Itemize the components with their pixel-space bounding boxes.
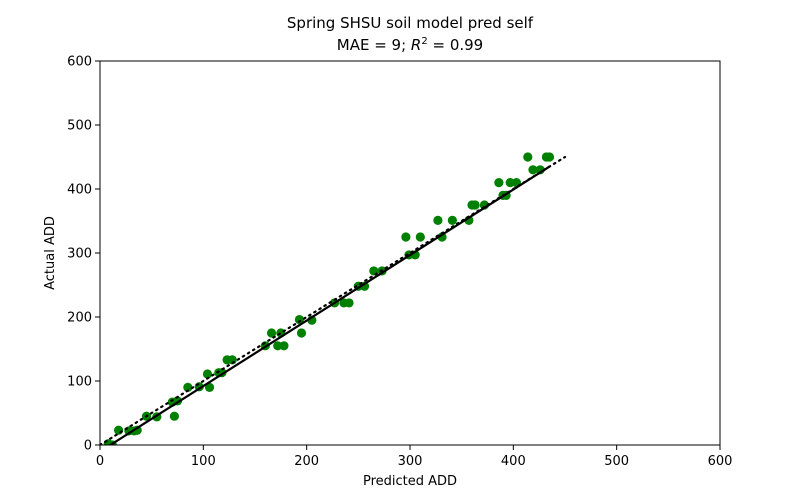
data-point	[433, 215, 443, 225]
x-tick-label: 500	[604, 454, 629, 469]
data-point	[132, 425, 142, 435]
data-point	[523, 152, 533, 162]
identity-line	[100, 155, 567, 445]
data-point	[344, 298, 354, 308]
y-tick-label: 100	[67, 375, 92, 390]
plot-area	[100, 152, 567, 445]
data-point	[437, 232, 447, 242]
x-tick-label: 600	[708, 454, 733, 469]
y-tick-label: 600	[67, 55, 92, 70]
chart-title: Spring SHSU soil model pred self	[287, 14, 534, 32]
plot-marks	[100, 152, 567, 445]
subtitle-r-symbol: R	[411, 36, 421, 54]
subtitle-prefix: MAE = 9;	[337, 36, 411, 54]
data-point	[279, 341, 289, 351]
data-point	[266, 328, 277, 338]
y-axis-ticks: 0 100 200 300 400 500 600	[67, 55, 100, 454]
y-tick-label: 200	[67, 311, 92, 326]
data-point	[528, 165, 538, 175]
y-tick-label: 300	[67, 247, 92, 262]
data-point	[447, 215, 457, 225]
x-axis-label: Predicted ADD	[363, 474, 457, 489]
data-point	[294, 314, 305, 325]
data-point	[296, 328, 307, 338]
subtitle-suffix: = 0.99	[428, 36, 484, 54]
x-tick-label: 100	[191, 454, 216, 469]
data-point	[359, 281, 370, 291]
data-point	[183, 382, 193, 392]
data-point	[494, 178, 504, 188]
subtitle-r-exponent: 2	[421, 36, 427, 47]
data-point	[202, 369, 213, 379]
y-axis-label: Actual ADD	[43, 216, 58, 290]
data-point	[470, 200, 480, 210]
data-point	[114, 425, 124, 435]
data-point	[204, 382, 215, 392]
data-point	[169, 411, 179, 421]
x-tick-label: 200	[294, 454, 319, 469]
x-tick-label: 0	[96, 454, 104, 469]
data-point	[544, 152, 555, 162]
x-tick-label: 400	[501, 454, 526, 469]
y-tick-label: 500	[67, 119, 92, 134]
chart-subtitle: MAE = 9; R2 = 0.99	[337, 36, 483, 54]
x-tick-label: 300	[398, 454, 423, 469]
y-tick-label: 0	[84, 439, 92, 454]
y-tick-label: 400	[67, 183, 92, 198]
data-point	[401, 232, 411, 242]
x-axis-ticks: 0 100 200 300 400 500 600	[96, 445, 733, 469]
data-point	[415, 232, 425, 242]
regression-fit-line	[109, 165, 551, 445]
